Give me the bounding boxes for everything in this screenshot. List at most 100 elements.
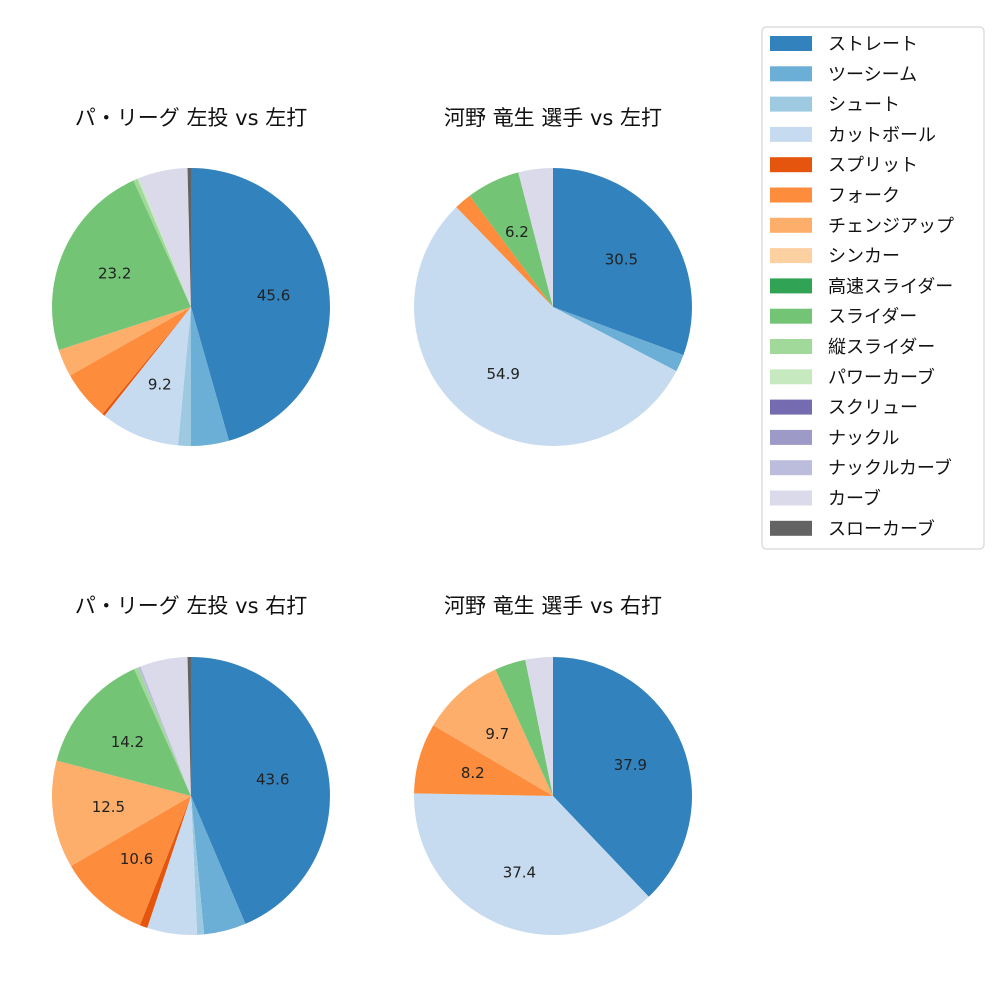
pie-slice	[58, 307, 191, 376]
legend-swatch	[770, 369, 812, 385]
pie-slice	[139, 796, 191, 928]
legend-swatch	[770, 187, 812, 203]
pie-slice	[139, 168, 191, 307]
pie-slice	[138, 666, 191, 796]
slice-value-label: 43.6	[256, 770, 289, 788]
pie-slice	[70, 307, 191, 415]
legend-label: チェンジアップ	[828, 216, 954, 237]
pie-chart-3: パ・リーグ 左投 vs 右打 43.6 10.6 12.5 14.2	[52, 594, 330, 936]
legend-label: ナックルカーブ	[828, 457, 952, 479]
pie-chart-1: パ・リーグ 左投 vs 左打 45.6 9.2 23.2	[51, 106, 330, 446]
legend-item: 縦スライダー	[770, 337, 935, 358]
legend-item: ツーシーム	[770, 64, 917, 85]
slice-value-label: 37.9	[614, 756, 647, 774]
legend-label: スライダー	[828, 307, 917, 328]
pie-slice	[456, 195, 553, 307]
legend-item: カットボール	[770, 125, 936, 146]
pie-slice	[133, 178, 191, 307]
slice-value-label: 14.2	[111, 733, 144, 751]
pie-slice	[518, 168, 553, 307]
legend: ストレートツーシームシュートカットボールスプリットフォークチェンジアップシンカー…	[761, 26, 985, 550]
pie-slice	[414, 207, 677, 446]
pie-slice	[191, 307, 229, 446]
pie-slice	[147, 796, 198, 936]
pie-slice	[553, 307, 684, 372]
legend-swatch	[770, 248, 812, 264]
legend-label: ツーシーム	[828, 64, 917, 85]
legend-label: スローカーブ	[828, 518, 935, 540]
legend-label: シュート	[828, 95, 900, 116]
legend-swatch	[770, 339, 812, 354]
legend-label: フォーク	[828, 186, 900, 207]
pie-slice	[70, 796, 191, 926]
pie-slice	[140, 657, 191, 796]
legend-item: シュート	[770, 95, 900, 116]
pie-slice	[433, 669, 553, 796]
pie-slice	[191, 796, 205, 935]
pie-slice	[495, 659, 553, 796]
slice-value-label: 8.2	[461, 764, 485, 782]
slice-value-label: 37.4	[503, 863, 536, 881]
pie-slice	[413, 793, 649, 936]
legend-item: スプリット	[770, 155, 918, 176]
legend-item: フォーク	[770, 186, 900, 207]
legend-swatch	[770, 490, 812, 506]
slice-value-label: 30.5	[605, 250, 638, 268]
slice-value-label: 45.6	[257, 287, 290, 305]
legend-item: スクリュー	[770, 398, 918, 419]
slice-value-label: 6.2	[505, 223, 529, 241]
legend-item: チェンジアップ	[770, 216, 954, 237]
legend-swatch	[770, 157, 812, 173]
pie-slice	[414, 725, 553, 796]
legend-item: シンカー	[770, 246, 900, 267]
legend-swatch	[770, 36, 812, 51]
legend-label: カットボール	[828, 125, 936, 146]
pie-chart-2: 河野 竜生 選手 vs 左打 30.5 54.9 6.2	[414, 106, 693, 446]
legend-item: ナックル	[770, 428, 899, 449]
legend-label: パワーカーブ	[828, 366, 935, 388]
pie-slice	[52, 760, 191, 866]
legend-swatch	[770, 520, 812, 536]
slice-value-label: 12.5	[92, 798, 125, 816]
legend-item: ストレート	[770, 34, 918, 55]
legend-swatch	[770, 96, 812, 112]
pie-slice	[137, 178, 191, 307]
legend-item: 高速スライダー	[770, 276, 953, 297]
legend-frame	[761, 26, 985, 550]
legend-label: スプリット	[828, 155, 918, 176]
slice-value-label: 9.2	[148, 375, 172, 393]
legend-swatch	[770, 429, 812, 445]
pie-slice	[187, 656, 191, 796]
pie-slice	[187, 167, 191, 307]
pie-slice	[102, 307, 191, 416]
legend-swatch	[770, 460, 812, 476]
legend-item: ナックルカーブ	[770, 457, 952, 479]
legend-swatch	[770, 66, 812, 82]
legend-label: ナックル	[828, 428, 899, 449]
pie-slice	[469, 172, 553, 307]
pie-slice	[553, 168, 693, 356]
slice-value-label: 23.2	[98, 264, 131, 282]
pie-slice	[191, 796, 246, 935]
pie-slice	[104, 307, 191, 446]
legend-item: パワーカーブ	[770, 366, 935, 388]
pie-slice	[525, 657, 553, 796]
legend-swatch	[770, 399, 812, 415]
pie-chart-4: 河野 竜生 選手 vs 右打 37.9 37.4 8.2 9.7	[413, 594, 693, 936]
pie-slice	[134, 667, 191, 796]
chart-title: パ・リーグ 左投 vs 右打	[75, 594, 307, 618]
legend-swatch	[770, 278, 812, 294]
pie-slice	[177, 307, 191, 446]
pie-slice	[191, 657, 330, 924]
legend-item: カーブ	[770, 488, 881, 510]
slice-value-label: 54.9	[486, 365, 519, 383]
pie-slice	[51, 180, 192, 350]
slice-value-label: 9.7	[485, 725, 509, 743]
pie-slice	[553, 657, 693, 897]
pie-slice	[191, 168, 330, 441]
chart-title: 河野 竜生 選手 vs 右打	[444, 594, 662, 618]
slice-value-label: 10.6	[120, 850, 153, 868]
legend-label: カーブ	[828, 488, 881, 510]
legend-label: シンカー	[828, 246, 900, 267]
